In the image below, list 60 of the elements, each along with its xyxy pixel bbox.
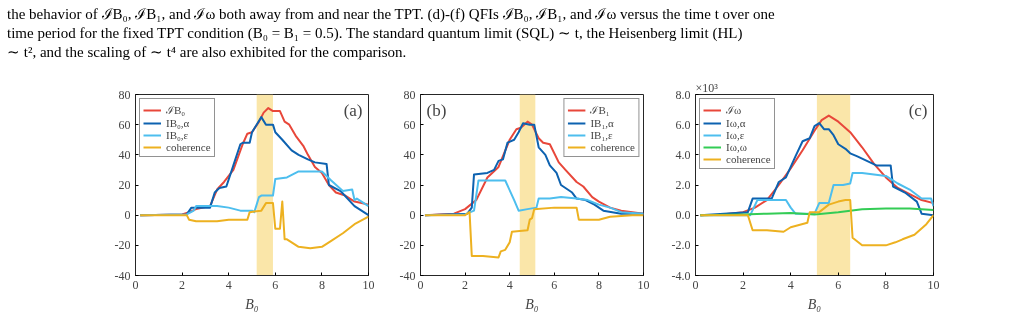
y-tick-label: 80	[118, 87, 131, 102]
legend-label: coherence	[166, 141, 211, 153]
y-tick-label: 6.0	[675, 117, 691, 132]
x-axis-title: B₀	[245, 296, 259, 312]
y-tick-label: 0.0	[675, 208, 691, 223]
y-tick-label: 60	[403, 117, 416, 132]
y-tick-label: 0	[124, 208, 131, 223]
legend-label: Iω,α	[726, 117, 746, 129]
y-tick-label: 8.0	[675, 87, 691, 102]
y-tick-label: -40	[114, 268, 131, 283]
x-tick-label: 8	[882, 277, 889, 292]
line-series	[699, 199, 934, 247]
x-tick-label: 2	[462, 277, 469, 292]
x-tick-label: 6	[551, 277, 558, 292]
x-tick-label: 4	[787, 277, 794, 292]
x-tick-label: 10	[637, 277, 650, 292]
line-series	[139, 200, 369, 250]
annotation: (b)	[426, 100, 447, 120]
y-tick-label: -2.0	[671, 238, 691, 253]
annotation: (a)	[343, 100, 363, 120]
x-tick-label: 10	[362, 277, 375, 292]
legend-label: ℐB₁	[590, 103, 611, 117]
y-tick-label: 80	[403, 87, 416, 102]
x-tick-label: 2	[740, 277, 747, 292]
y-tick-label: 4.0	[675, 147, 691, 162]
y-tick-label: -40	[399, 268, 416, 283]
y-tick-label: -4.0	[671, 268, 691, 283]
chart-title: the behavior of ℐB₀, ℐB₁, and ℐω both away from and near the TPT. (d)-(f) QFIs ℐB₀, ℐB₁, and ℐω versus the time t over one time period for the fixed TPT condition (B₀ = B₁ = 0.5). The standard quantum limit (SQL) ∼ t, the Heisenberg limit (HL) ∼ t², and the scaling of ∼ t⁴ are also exhibited for the comparison.	[7, 5, 775, 62]
legend-label: Iω,ε	[726, 129, 746, 141]
y-tick-label: 20	[118, 178, 131, 192]
x-tick-label: 4	[506, 277, 513, 292]
y-tick-label: 2.0	[675, 178, 691, 192]
x-axis-title: B₀	[525, 296, 539, 312]
y-tick-label: -20	[114, 238, 131, 253]
legend-label: IB₀,α	[166, 117, 190, 129]
annotation: (c)	[908, 100, 928, 120]
legend-label: Iω,ω	[726, 141, 747, 153]
x-tick-label: 6	[272, 277, 279, 292]
x-tick-label: 8	[595, 277, 602, 292]
x-tick-label: 4	[225, 277, 232, 292]
x-tick-label: 10	[927, 277, 940, 292]
y-tick-label: 40	[403, 147, 416, 162]
legend-label: IB₁,ε	[590, 129, 613, 141]
line-series	[423, 206, 644, 259]
x-tick-label: 6	[835, 277, 842, 292]
y-tick-label: -20	[399, 238, 416, 253]
annotation: ×10³	[695, 80, 719, 95]
y-tick-label: 20	[403, 178, 416, 192]
y-tick-label: 60	[118, 117, 131, 132]
legend-label: IB₀,ε	[166, 129, 189, 141]
legend-label: IB₁,α	[590, 117, 614, 129]
legend-label: coherence	[590, 141, 635, 153]
x-tick-label: 8	[318, 277, 325, 292]
x-tick-label: 2	[179, 277, 186, 292]
legend-label: ℐB₀	[166, 103, 186, 117]
x-axis-title: B₀	[807, 296, 822, 312]
legend-label: ℐω	[726, 103, 743, 117]
y-tick-label: 40	[118, 147, 131, 162]
legend-label: coherence	[726, 153, 771, 165]
y-tick-label: 0	[409, 208, 416, 223]
